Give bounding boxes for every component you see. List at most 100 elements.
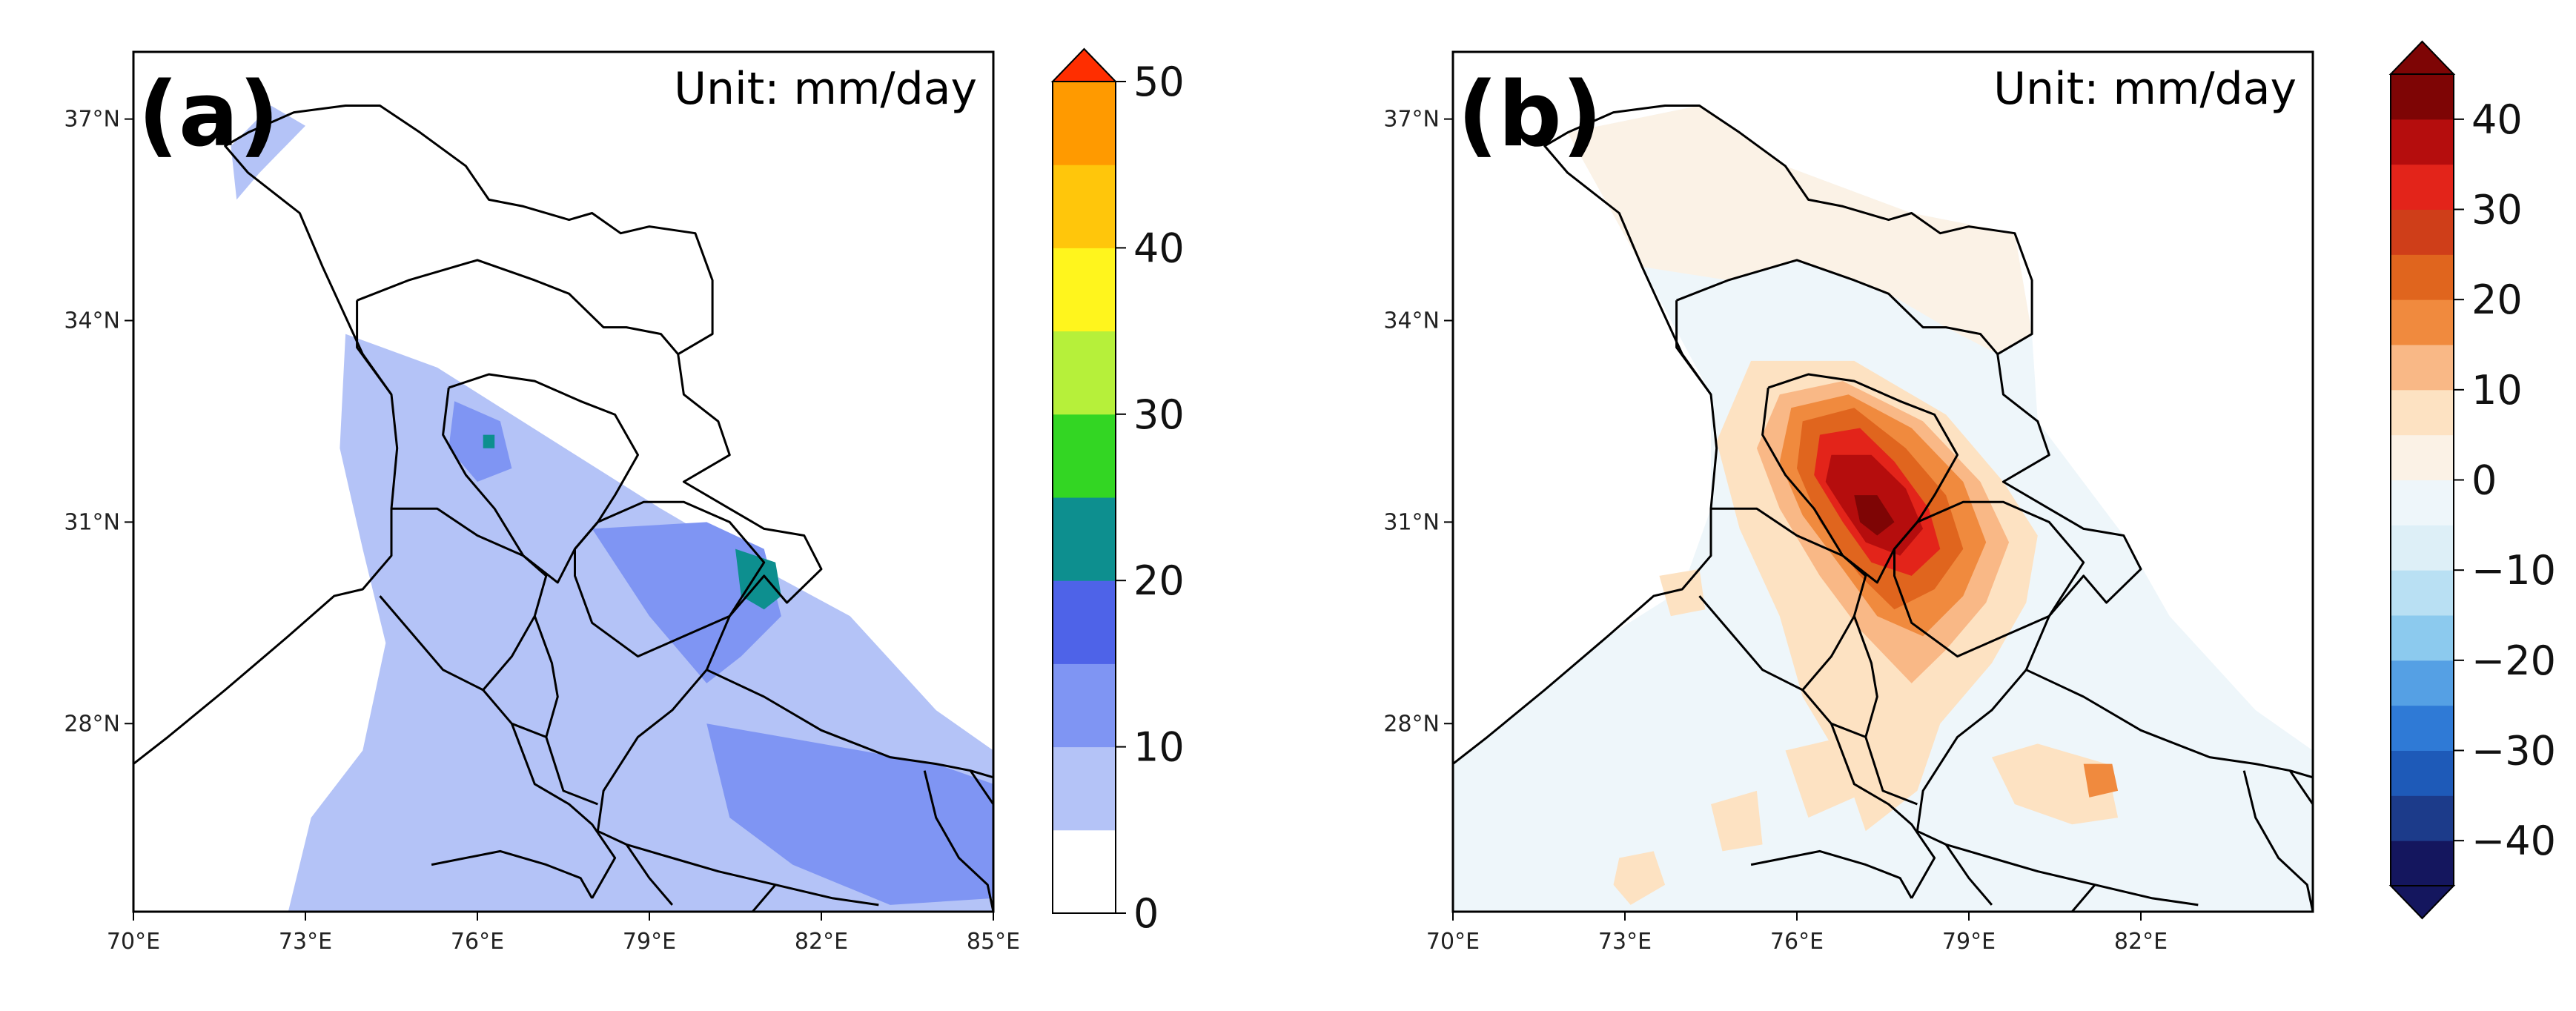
border-line-b-9 bbox=[1864, 736, 1918, 806]
x-tick-label-b-3: 79°E bbox=[1942, 929, 1996, 955]
colorbar-segment-b-3 bbox=[2391, 705, 2454, 751]
x-tick-label-a-4: 82°E bbox=[795, 929, 848, 955]
colorbar-extend-min-b bbox=[2388, 885, 2456, 920]
unit-label-a: Unit: mm/day bbox=[674, 63, 977, 115]
colorbar-segment-b-4 bbox=[2391, 660, 2454, 706]
colorbar-extend-max-b bbox=[2388, 40, 2456, 75]
y-tick-label-a-2: 31°N bbox=[64, 509, 120, 535]
colorbar-segment-b-5 bbox=[2391, 615, 2454, 661]
border-line-a-13 bbox=[625, 843, 674, 906]
colorbar-tick-label-a-2: 20 bbox=[1133, 557, 1185, 604]
border-line-b-12 bbox=[2288, 769, 2313, 805]
colorbar-tick-label-b-3: 10 bbox=[2471, 367, 2523, 414]
border-line-b-14 bbox=[2071, 884, 2096, 912]
colorbar-segment-b-2 bbox=[2391, 750, 2454, 796]
border-line-a-7 bbox=[482, 615, 559, 738]
border-line-b-3 bbox=[1675, 300, 1712, 396]
colorbar-segment-a-6 bbox=[1053, 331, 1116, 415]
colorbar-tick-label-b-7: −30 bbox=[2471, 728, 2556, 775]
border-line-b-13 bbox=[1944, 843, 1993, 906]
border-line-a-14 bbox=[752, 884, 777, 912]
colorbar-segment-a-4 bbox=[1053, 497, 1116, 581]
colorbar-tick-label-a-5: 50 bbox=[1133, 59, 1185, 105]
x-tick-label-a-0: 70°E bbox=[107, 929, 160, 955]
border-line-b-5 bbox=[1893, 500, 2085, 658]
colorbar-b: 40 30 20 10 0 −10 −20 −30 −40 bbox=[2388, 40, 2556, 920]
colorbar-segment-b-9 bbox=[2391, 434, 2454, 480]
x-tick-label-b-0: 70°E bbox=[1426, 929, 1480, 955]
colorbar-segment-b-11 bbox=[2391, 345, 2454, 391]
state-borders-a bbox=[133, 105, 993, 912]
colorbar-segment-a-7 bbox=[1053, 248, 1116, 332]
rainfall-difference-field-b bbox=[1453, 105, 2313, 912]
colorbar-segment-a-1 bbox=[1053, 746, 1116, 831]
colorbar-segment-b-10 bbox=[2391, 389, 2454, 436]
state-borders-b bbox=[1453, 105, 2313, 912]
colorbar-segment-b-1 bbox=[2391, 795, 2454, 841]
y-tick-label-b-3: 28°N bbox=[1383, 711, 1440, 737]
field-region-a-2 bbox=[592, 522, 781, 683]
panel-letter-b: (b) bbox=[1457, 64, 1603, 167]
colorbar-segment-a-5 bbox=[1053, 414, 1116, 498]
axis-ticks-a: 70°E 73°E 76°E 79°E 82°E 85°E 37°N 34°N 31°N 28°N bbox=[64, 107, 1020, 955]
plot-frame-a bbox=[132, 50, 995, 913]
field-region-a-3 bbox=[706, 723, 993, 905]
y-tick-label-a-3: 28°N bbox=[64, 711, 120, 737]
panel-b: 70°E 73°E 76°E 79°E 82°E 37°N 34°N 31°N 28°N (b)… bbox=[1383, 50, 2314, 955]
y-tick-label-b-2: 31°N bbox=[1383, 509, 1440, 535]
colorbar-tick-label-b-2: 20 bbox=[2471, 276, 2523, 323]
border-line-b-11 bbox=[2242, 770, 2313, 912]
border-line-a-15 bbox=[431, 849, 594, 899]
border-line-a-3 bbox=[356, 300, 393, 396]
colorbar-tick-label-b-6: −20 bbox=[2471, 637, 2556, 684]
field-region-a-0 bbox=[231, 105, 305, 200]
border-line-b-2 bbox=[1676, 259, 1999, 355]
plot-frame-b bbox=[1451, 50, 2314, 913]
x-tick-label-b-2: 76°E bbox=[1770, 929, 1824, 955]
x-tick-label-a-3: 79°E bbox=[623, 929, 676, 955]
field-region-b-14 bbox=[1854, 495, 1895, 536]
border-line-a-9 bbox=[545, 736, 598, 806]
colorbar-a: 0 10 20 30 40 50 bbox=[1050, 47, 1185, 937]
colorbar-extend-max-a bbox=[1050, 47, 1118, 82]
border-line-a-12 bbox=[969, 769, 993, 805]
colorbar-tick-label-b-8: −40 bbox=[2471, 818, 2556, 864]
field-region-b-7 bbox=[1711, 790, 1763, 852]
field-region-b-1 bbox=[1567, 105, 2033, 354]
colorbar-segment-a-2 bbox=[1053, 663, 1116, 748]
colorbar-segment-a-8 bbox=[1053, 165, 1116, 248]
colorbar-tick-label-a-4: 40 bbox=[1133, 225, 1185, 271]
colorbar-segment-b-14 bbox=[2391, 209, 2454, 255]
border-line-a-11 bbox=[923, 770, 993, 912]
colorbar-segment-a-9 bbox=[1053, 82, 1116, 165]
colorbar-tick-label-a-1: 10 bbox=[1133, 724, 1185, 771]
colorbar-segment-b-17 bbox=[2391, 74, 2454, 120]
colorbar-tick-label-b-1: 30 bbox=[2471, 187, 2523, 233]
border-line-a-2 bbox=[357, 259, 679, 355]
colorbar-tick-label-a-0: 0 bbox=[1133, 890, 1159, 937]
unit-label-b: Unit: mm/day bbox=[1993, 63, 2297, 115]
y-tick-label-b-1: 34°N bbox=[1383, 308, 1440, 334]
colorbar-tick-label-b-0: 40 bbox=[2471, 96, 2523, 143]
field-region-b-10 bbox=[2083, 763, 2119, 798]
field-region-b-3 bbox=[1613, 851, 1666, 905]
y-tick-label-a-1: 34°N bbox=[64, 308, 120, 334]
field-region-b-6 bbox=[1785, 737, 1855, 818]
colorbar-segment-b-13 bbox=[2391, 254, 2454, 300]
x-tick-label-b-1: 73°E bbox=[1598, 929, 1652, 955]
colorbar-tick-label-a-3: 30 bbox=[1133, 391, 1185, 438]
border-line-a-5 bbox=[574, 500, 766, 658]
x-tick-label-a-1: 73°E bbox=[279, 929, 332, 955]
field-region-a-6 bbox=[483, 434, 495, 448]
panel-a: 70°E 73°E 76°E 79°E 82°E 85°E 37°N 34°N 31°N 28°N… bbox=[64, 50, 1020, 955]
colorbar-tick-label-b-5: −10 bbox=[2471, 547, 2556, 594]
border-line-b-7 bbox=[1801, 615, 1878, 738]
colorbar-segment-b-0 bbox=[2391, 841, 2454, 886]
border-line-a-8 bbox=[510, 723, 617, 899]
colorbar-tick-label-b-4: 0 bbox=[2471, 457, 2497, 504]
colorbar-frame-a bbox=[1052, 81, 1116, 914]
border-line-b-8 bbox=[1830, 723, 1936, 899]
colorbar-segment-b-15 bbox=[2391, 164, 2454, 210]
axis-ticks-b: 70°E 73°E 76°E 79°E 82°E 37°N 34°N 31°N 28°N bbox=[1383, 107, 2168, 955]
colorbar-segment-b-7 bbox=[2391, 525, 2454, 571]
